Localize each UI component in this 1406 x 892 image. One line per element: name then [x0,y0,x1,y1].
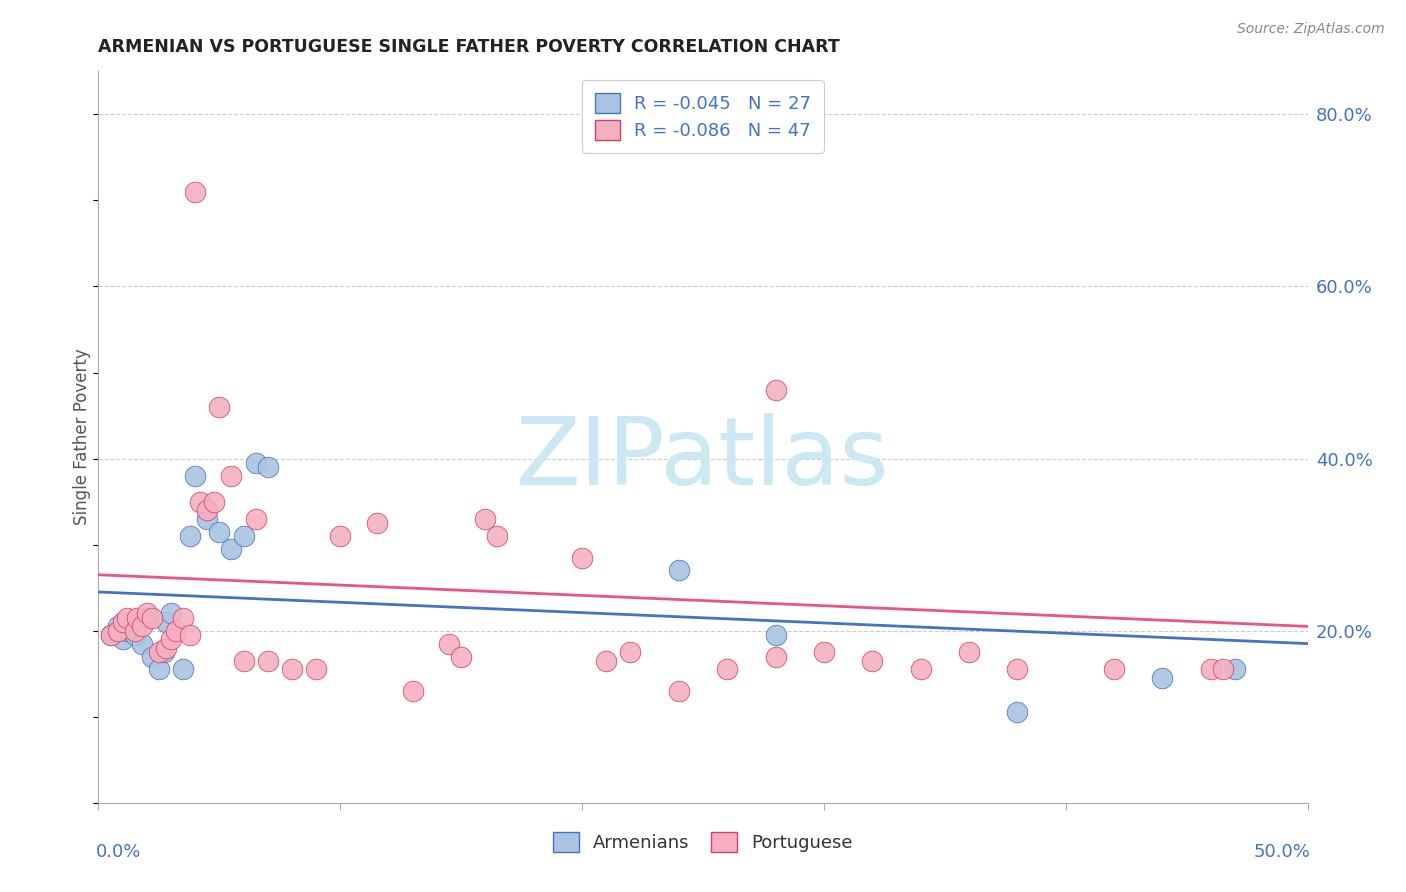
Point [668,564,690,578]
Text: 0.0%: 0.0% [96,843,142,861]
Point [232,654,254,668]
Point [135,611,157,625]
Y-axis label: Single Father Poverty: Single Father Poverty [73,349,91,525]
Point [910,662,932,676]
Point [100,628,122,642]
Legend: Armenians, Portuguese: Armenians, Portuguese [546,825,860,860]
Point [148,662,170,676]
Point [100,628,122,642]
Point [124,628,146,642]
Point [765,628,787,642]
Point [179,529,201,543]
Point [148,645,170,659]
Point [1102,662,1125,676]
Text: 50.0%: 50.0% [1253,843,1310,861]
Point [1007,662,1029,676]
Text: Source: ZipAtlas.com: Source: ZipAtlas.com [1237,22,1385,37]
Point [329,529,352,543]
Point [160,632,183,647]
Point [245,456,267,470]
Point [486,529,509,543]
Point [208,524,231,539]
Point [221,541,243,556]
Point [152,645,174,659]
Point [1212,662,1234,676]
Point [141,649,163,664]
Point [135,607,157,621]
Text: ARMENIAN VS PORTUGUESE SINGLE FATHER POVERTY CORRELATION CHART: ARMENIAN VS PORTUGUESE SINGLE FATHER POV… [98,38,841,56]
Point [1152,671,1174,685]
Point [117,611,139,625]
Point [813,645,835,659]
Point [366,516,388,530]
Point [107,624,129,638]
Point [160,607,183,621]
Point [232,529,254,543]
Point [256,654,278,668]
Point [117,624,139,638]
Point [165,624,187,638]
Point [124,624,146,638]
Point [765,383,787,397]
Point [281,662,304,676]
Text: ZIPatlas: ZIPatlas [516,413,890,505]
Point [184,185,207,199]
Point [195,512,218,526]
Point [172,611,194,625]
Point [595,654,617,668]
Point [256,460,278,475]
Point [716,662,738,676]
Point [245,512,267,526]
Point [155,640,177,655]
Point [571,550,593,565]
Point [1007,706,1029,720]
Point [957,645,980,659]
Point [402,684,425,698]
Point [208,400,231,414]
Point [131,619,153,633]
Point [450,649,472,664]
Point [765,649,787,664]
Point [474,512,496,526]
Point [184,468,207,483]
Point [179,628,201,642]
Point [204,494,226,508]
Point [1223,662,1246,676]
Point [131,637,153,651]
Point [172,662,194,676]
Point [155,615,177,629]
Point [221,468,243,483]
Point [111,632,134,647]
Point [188,494,211,508]
Point [437,637,460,651]
Point [305,662,328,676]
Point [111,615,134,629]
Point [619,645,641,659]
Point [127,615,149,629]
Point [195,503,218,517]
Point [860,654,883,668]
Point [668,684,690,698]
Point [141,611,163,625]
Point [107,619,129,633]
Point [1199,662,1222,676]
Point [127,611,149,625]
